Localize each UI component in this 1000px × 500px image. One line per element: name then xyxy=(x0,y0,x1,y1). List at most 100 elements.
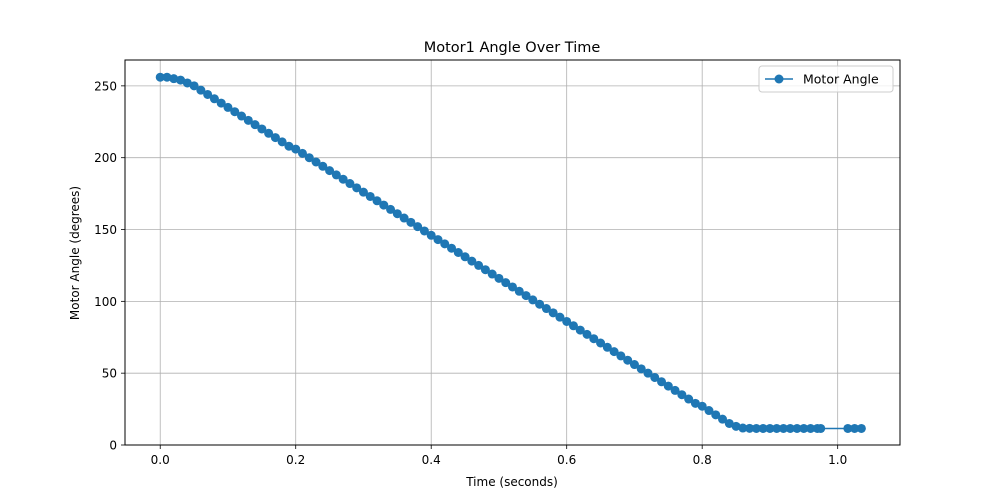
data-point xyxy=(555,312,565,322)
x-axis-label: Time (seconds) xyxy=(465,475,558,489)
data-point xyxy=(230,107,240,117)
data-point xyxy=(792,423,802,433)
data-point xyxy=(697,401,707,411)
data-point xyxy=(609,347,619,357)
data-point xyxy=(575,325,585,335)
data-point xyxy=(548,308,558,318)
data-point xyxy=(264,128,274,138)
data-point xyxy=(657,377,667,387)
legend-box xyxy=(758,65,894,93)
data-point xyxy=(352,183,362,193)
data-point xyxy=(731,421,741,431)
data-point xyxy=(501,278,511,288)
data-point xyxy=(589,334,599,344)
x-tick-label: 0.6 xyxy=(557,453,576,467)
data-point xyxy=(419,226,429,236)
data-point xyxy=(718,414,728,424)
data-point xyxy=(379,200,389,210)
x-tick-label: 0.8 xyxy=(693,453,712,467)
y-tick-label: 0 xyxy=(109,439,117,453)
data-point xyxy=(494,273,504,283)
x-tick-label: 0.4 xyxy=(422,453,441,467)
data-point xyxy=(745,423,755,433)
y-tick-label: 150 xyxy=(94,223,117,237)
data-point xyxy=(426,230,436,240)
data-point xyxy=(670,385,680,395)
data-point xyxy=(772,423,782,433)
data-point xyxy=(372,196,382,206)
data-point xyxy=(535,299,545,309)
y-axis-label: Motor Angle (degrees) xyxy=(68,186,82,320)
data-point xyxy=(629,360,639,370)
data-point xyxy=(209,94,219,104)
data-point xyxy=(338,174,348,184)
data-point xyxy=(257,124,267,134)
data-point xyxy=(386,204,396,214)
data-point xyxy=(196,85,206,95)
y-tick-label: 100 xyxy=(94,295,117,309)
data-point xyxy=(623,355,633,365)
data-point xyxy=(365,191,375,201)
data-point xyxy=(704,406,714,416)
data-point xyxy=(176,75,186,85)
data-point xyxy=(169,74,179,84)
data-point xyxy=(643,368,653,378)
data-point xyxy=(751,423,761,433)
data-point xyxy=(399,213,409,223)
data-point xyxy=(711,410,721,420)
data-point xyxy=(738,423,748,433)
data-point xyxy=(785,423,795,433)
data-point xyxy=(850,423,860,433)
data-point xyxy=(487,269,497,279)
data-point xyxy=(650,372,660,382)
data-point xyxy=(216,98,226,108)
chart-title: Motor1 Angle Over Time xyxy=(424,40,601,56)
plot-frame xyxy=(124,59,901,446)
y-tick-label: 200 xyxy=(94,151,117,165)
data-point xyxy=(291,144,301,154)
data-point xyxy=(392,209,402,219)
data-point xyxy=(189,81,199,91)
x-tick-label: 0.0 xyxy=(151,453,170,467)
data-point xyxy=(162,72,172,82)
data-point xyxy=(460,252,470,262)
data-point xyxy=(277,137,287,147)
data-point xyxy=(765,423,775,433)
data-point xyxy=(358,187,368,197)
data-point xyxy=(331,170,341,180)
data-point xyxy=(433,235,443,245)
data-point xyxy=(528,295,538,305)
data-point xyxy=(616,351,626,361)
data-point xyxy=(447,243,457,253)
data-point xyxy=(582,329,592,339)
data-point xyxy=(541,304,551,314)
data-point xyxy=(514,286,524,296)
data-point xyxy=(480,265,490,275)
series-layer xyxy=(155,72,866,433)
data-point xyxy=(806,423,816,433)
data-point xyxy=(311,157,321,167)
data-point xyxy=(690,398,700,408)
data-point xyxy=(467,256,477,266)
y-tick-label: 250 xyxy=(94,79,117,93)
legend-label: Motor Angle xyxy=(803,72,879,87)
data-point xyxy=(663,381,673,391)
data-point xyxy=(243,115,253,125)
data-point xyxy=(778,423,788,433)
data-point xyxy=(318,161,328,171)
data-point xyxy=(799,423,809,433)
data-point xyxy=(297,148,307,158)
data-point xyxy=(596,338,606,348)
x-grid-lines xyxy=(159,60,839,445)
data-point xyxy=(521,291,531,301)
data-point xyxy=(636,364,646,374)
data-point xyxy=(406,217,416,227)
data-point xyxy=(843,423,853,433)
data-point xyxy=(508,282,517,292)
data-point xyxy=(453,248,463,257)
data-point xyxy=(562,316,572,326)
y-axis-ticks: 0 50 100 150 200 250 xyxy=(94,79,125,453)
data-point xyxy=(724,418,734,428)
y-tick-label: 50 xyxy=(102,367,117,381)
